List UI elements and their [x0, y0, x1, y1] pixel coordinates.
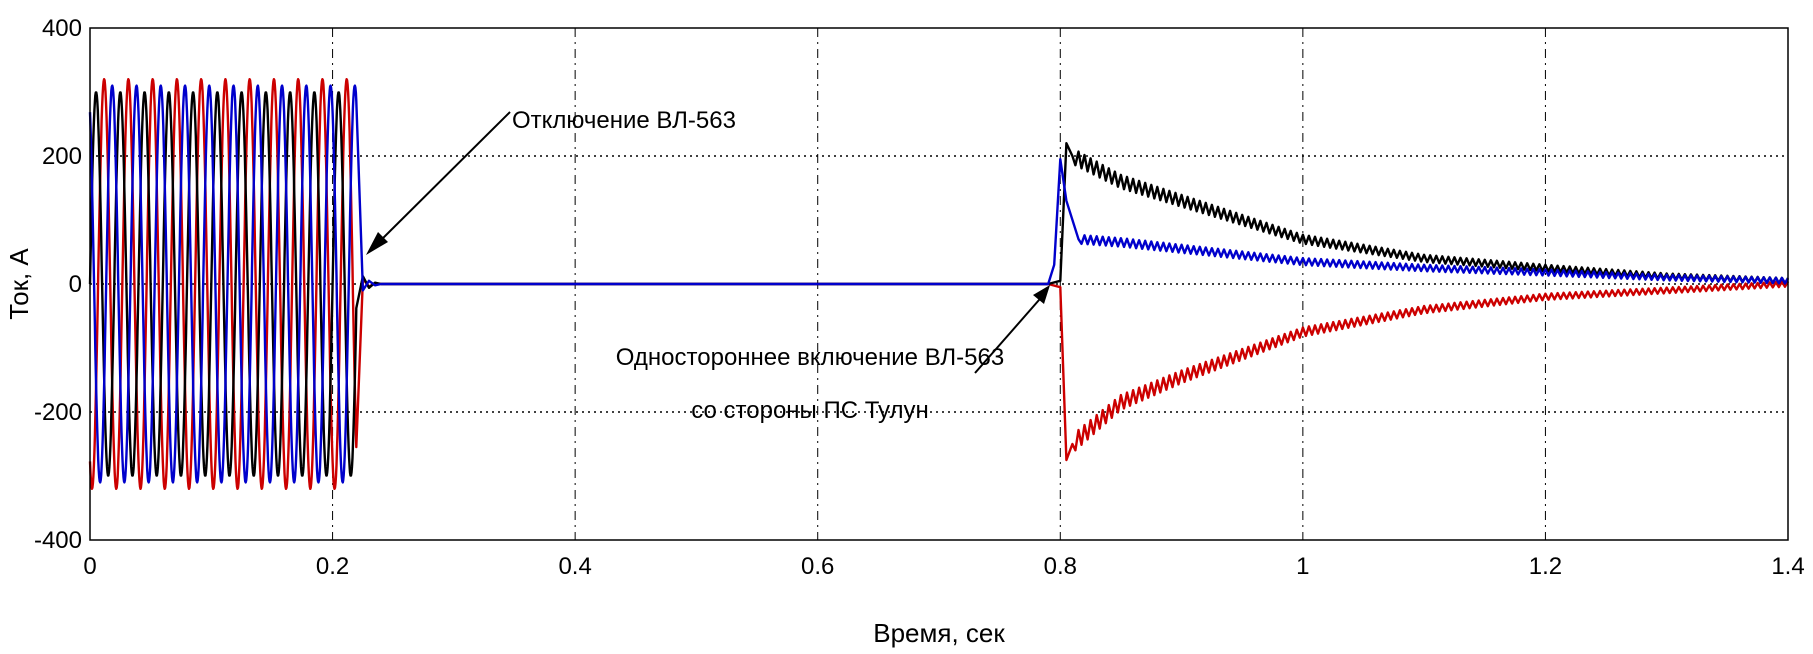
annotation-text-line2: со стороны ПС Тулун: [691, 397, 929, 424]
x-tick-label: 1.4: [1771, 553, 1804, 580]
arrow-head: [366, 232, 388, 255]
y-tick-label: 400: [42, 15, 82, 42]
x-axis-label: Время, сек: [873, 618, 1005, 648]
x-tick-label: 0.4: [558, 553, 591, 580]
y-tick-label: -400: [34, 527, 82, 554]
x-tick-label: 1.2: [1529, 553, 1562, 580]
x-tick-label: 0: [83, 553, 96, 580]
x-tick-label: 0.6: [801, 553, 834, 580]
y-tick-label: 200: [42, 143, 82, 170]
annotation-arrow: [974, 291, 1047, 374]
annotation-arrow: [372, 111, 511, 249]
y-axis-label: Ток, А: [4, 248, 34, 320]
tick-labels: 0 0.2 0.4 0.6 0.8 1 1.2 1.4 -400 -200 0 200 400: [34, 15, 1805, 580]
annotation-disconnect: Отключение ВЛ-563: [366, 107, 736, 255]
series-line: [88, 84, 1790, 484]
annotation-text-line1: Одностороннее включение ВЛ-563: [616, 344, 1004, 371]
arrow-head: [1033, 285, 1050, 304]
y-tick-label: 0: [69, 271, 82, 298]
x-tick-label: 0.8: [1044, 553, 1077, 580]
annotation-text: Отключение ВЛ-563: [512, 107, 736, 134]
x-tick-label: 0.2: [316, 553, 349, 580]
series-group: [88, 78, 1790, 490]
series-line: [88, 91, 1790, 477]
plot-frame: [89, 27, 1789, 541]
x-tick-label: 1: [1296, 553, 1309, 580]
annotation-reconnect: Одностороннее включение ВЛ-563 со сторон…: [616, 285, 1050, 424]
y-tick-label: -200: [34, 399, 82, 426]
